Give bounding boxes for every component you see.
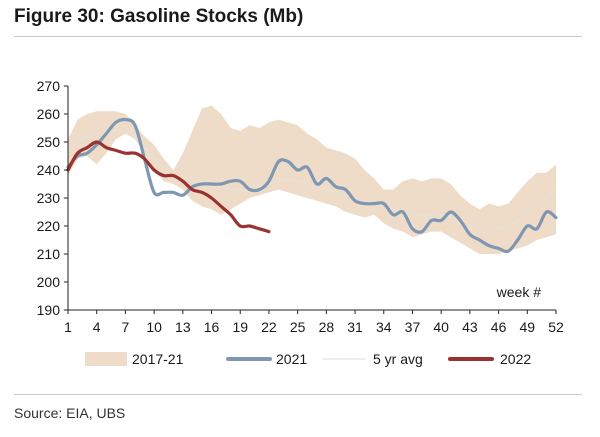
- legend-item-2022: 2022: [448, 351, 531, 367]
- series-line-5yr-avg: [67, 129, 557, 233]
- range-band-2017-21: [68, 105, 556, 254]
- series-line-2021: [66, 117, 558, 254]
- source-divider: [14, 394, 582, 395]
- legend-label: 2021: [276, 351, 307, 367]
- y-tick-label: 210: [37, 246, 61, 262]
- series-line-2022: [66, 140, 271, 234]
- axis-layer: 190 200 210 220 230 240 250 260 270 1 4 7 10 13 16 19 22…: [37, 78, 564, 335]
- y-tick-label: 220: [37, 218, 61, 234]
- chart-title: Figure 30: Gasoline Stocks (Mb): [14, 6, 304, 27]
- x-tick-label: 16: [204, 319, 220, 335]
- x-tick-label: 13: [175, 319, 191, 335]
- x-tick-label: 34: [376, 319, 392, 335]
- week-annotation: week #: [496, 284, 542, 300]
- legend-item-2017-21: 2017-21: [85, 351, 184, 367]
- x-tick-label: 46: [491, 319, 507, 335]
- x-tick-label: 28: [319, 319, 335, 335]
- x-tick-label: 43: [462, 319, 478, 335]
- x-tick-label: 52: [548, 319, 564, 335]
- y-tick-label: 230: [37, 190, 61, 206]
- x-tick-label: 1: [64, 319, 72, 335]
- source-note: Source: EIA, UBS: [14, 405, 126, 421]
- legend-label: 2022: [500, 351, 531, 367]
- title-divider: [14, 36, 582, 37]
- y-tick-label: 250: [37, 134, 61, 150]
- x-tick-label: 40: [433, 319, 449, 335]
- y-tick-label: 200: [37, 274, 61, 290]
- series-layer: [66, 117, 558, 254]
- x-tick-label: 19: [232, 319, 248, 335]
- y-tick-label: 270: [37, 78, 61, 94]
- x-tick-label: 4: [93, 319, 101, 335]
- x-tick-label: 25: [290, 319, 306, 335]
- x-tick-label: 37: [405, 319, 421, 335]
- legend-item-2021: 2021: [226, 351, 307, 367]
- x-tick-label: 22: [261, 319, 277, 335]
- x-tick-label: 7: [122, 319, 130, 335]
- y-tick-label: 240: [37, 162, 61, 178]
- y-tick-label: 260: [37, 106, 61, 122]
- x-tick-label: 10: [146, 319, 162, 335]
- legend-item-5yr-avg: 5 yr avg: [322, 351, 423, 367]
- range-band-layer: [68, 105, 556, 254]
- legend: 2017-21 2021 5 yr avg 2022: [85, 351, 531, 367]
- gasoline-stocks-chart: 190 200 210 220 230 240 250 260 270 1 4 7 10 13 16 19 22…: [37, 78, 564, 367]
- legend-swatch: [85, 352, 127, 366]
- x-tick-label: 31: [347, 319, 363, 335]
- y-tick-label: 190: [37, 302, 61, 318]
- legend-label: 2017-21: [132, 351, 184, 367]
- x-tick-label: 49: [520, 319, 536, 335]
- legend-label: 5 yr avg: [373, 351, 423, 367]
